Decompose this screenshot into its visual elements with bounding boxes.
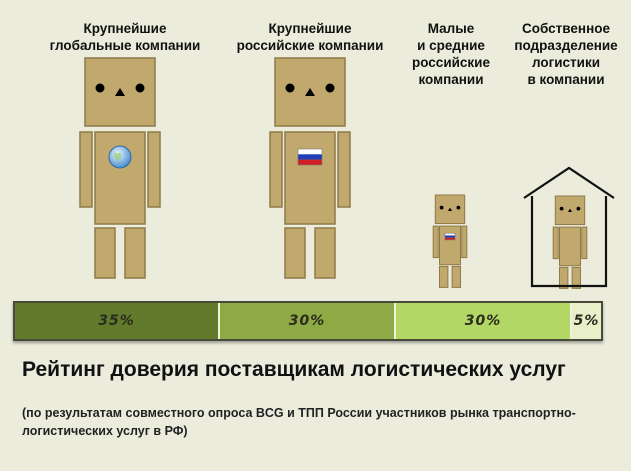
figure-4 — [552, 195, 588, 289]
flag-white-stripe — [444, 233, 456, 236]
figure-torso — [284, 131, 336, 225]
eye-left — [559, 206, 564, 211]
figure-arm-right — [147, 131, 161, 208]
flag-blue-stripe — [444, 235, 456, 238]
figure-torso — [439, 225, 461, 266]
bar-value-label: 5% — [573, 313, 600, 329]
figure-leg-right — [451, 265, 462, 288]
category-label: Собственное подразделение логистики в компа… — [514, 21, 618, 87]
figure-arm-right — [337, 131, 351, 208]
figure-leg-left — [94, 227, 116, 279]
figure-arm-right — [581, 226, 588, 260]
mouth-triangle — [567, 208, 573, 212]
figure-leg-left — [559, 266, 569, 289]
figure-arm-left — [432, 225, 439, 259]
eye-right — [456, 205, 461, 210]
bar-segment: 5% — [572, 303, 601, 339]
figure-arm-left — [552, 226, 559, 260]
flag-red-stripe — [298, 159, 322, 165]
eye-left — [285, 83, 295, 93]
bar-segment: 30% — [220, 303, 396, 339]
bar-value-label: 30% — [288, 313, 326, 329]
category-label: Малые и средние российские компании — [411, 21, 490, 87]
russian-flag-icon — [297, 148, 323, 166]
chart-title: Рейтинг доверия поставщикам логистически… — [22, 358, 566, 381]
mouth-triangle — [305, 88, 315, 96]
bar-segment: 35% — [15, 303, 220, 339]
eye-right — [576, 206, 581, 211]
figure-2 — [269, 57, 351, 279]
globe-land — [114, 152, 122, 161]
bar-value-label: 35% — [98, 313, 135, 329]
figure-1 — [79, 57, 161, 279]
bar-segment: 30% — [396, 303, 572, 339]
figure-arm-left — [79, 131, 93, 208]
eye-left — [95, 83, 105, 93]
share-bar: 35% 30% 30% 5% — [13, 301, 603, 341]
bar-value-label: 30% — [464, 313, 502, 329]
category-label: Крупнейшие российские компании — [236, 21, 384, 53]
figure-leg-right — [571, 266, 581, 289]
russian-flag-icon — [444, 232, 456, 241]
figure-leg-right — [124, 227, 146, 279]
flag-white-stripe — [298, 149, 322, 155]
figure-leg-right — [314, 227, 336, 279]
figure-leg-left — [284, 227, 306, 279]
eye-right — [325, 83, 335, 93]
chart-subtitle: (по результатам совместного опроса BCG и… — [22, 406, 576, 438]
house-outline-icon — [523, 166, 615, 199]
figure-arm-right — [461, 225, 468, 259]
figure-torso — [559, 226, 581, 267]
figure-3 — [432, 194, 468, 288]
mouth-triangle — [115, 88, 125, 96]
eye-right — [135, 83, 145, 93]
figures-illustration — [79, 57, 615, 289]
flag-red-stripe — [444, 237, 456, 240]
mouth-triangle — [447, 207, 453, 211]
category-label: Крупнейшие глобальные компании — [49, 21, 201, 53]
eye-left — [439, 205, 444, 210]
house-walls — [530, 196, 608, 288]
figure-leg-left — [439, 265, 449, 288]
figure-arm-left — [269, 131, 283, 208]
flag-blue-stripe — [298, 154, 322, 160]
